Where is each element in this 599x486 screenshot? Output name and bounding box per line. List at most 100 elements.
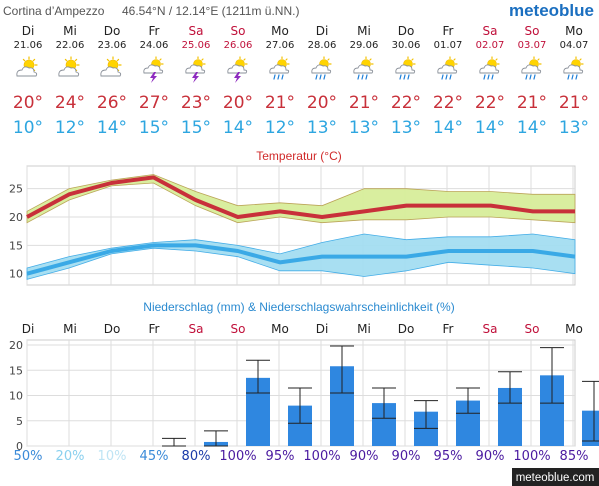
y-tick-label: 20: [9, 339, 23, 352]
day-column: Fr 01.07 22° 14°: [433, 24, 463, 138]
x-day-label: Mi: [63, 322, 77, 336]
day-columns: Di 21.06 20° 10° Mi 22.06 24° 12° Do 23.06 26° 14° F…: [13, 24, 589, 138]
day-date: 27.06: [266, 40, 295, 51]
precipitation-probability: 100%: [303, 449, 340, 464]
day-date: 23.06: [98, 40, 127, 51]
day-date: 28.06: [308, 40, 337, 51]
min-temperature: 10°: [13, 118, 43, 138]
precipitation-probability: 90%: [476, 449, 505, 464]
max-temperature: 20°: [13, 93, 43, 113]
day-name: Do: [398, 24, 415, 38]
day-name: Mo: [271, 24, 289, 38]
precipitation-probability: 100%: [219, 449, 256, 464]
day-date: 01.07: [434, 40, 463, 51]
day-column: Do 30.06 22° 13°: [391, 24, 421, 138]
max-temperature: 22°: [475, 93, 505, 113]
day-name: Mi: [63, 24, 77, 38]
max-temperature: 23°: [181, 93, 211, 113]
sun-cloud-rain-icon: [311, 56, 332, 80]
thunderstorm-icon: [185, 56, 206, 83]
precipitation-probability: 95%: [434, 449, 463, 464]
thunderstorm-icon: [227, 56, 248, 83]
precipitation-probability: 45%: [140, 449, 169, 464]
day-name: Mo: [565, 24, 583, 38]
sun-cloud-rain-icon: [521, 56, 542, 80]
y-tick-label: 15: [9, 239, 23, 252]
day-column: So 26.06 20° 14°: [223, 24, 253, 138]
y-tick-label: 5: [16, 415, 23, 428]
max-temperature-line: [26, 175, 575, 219]
sun-cloud-rain-icon: [437, 56, 458, 80]
max-temperature: 21°: [265, 93, 295, 113]
min-temperature: 14°: [97, 118, 127, 138]
x-day-label: Mo: [565, 322, 583, 336]
day-date: 29.06: [350, 40, 379, 51]
sun-cloud-rain-icon: [353, 56, 374, 80]
day-date: 02.07: [476, 40, 505, 51]
sun-cloud-rain-icon: [563, 56, 584, 80]
precipitation-bar: [582, 410, 599, 446]
sun-cloud-rain-icon: [479, 56, 500, 80]
min-temperature: 13°: [307, 118, 337, 138]
x-day-label: Fr: [443, 322, 454, 336]
x-day-label: Fr: [149, 322, 160, 336]
brand-logo[interactable]: meteoblue: [509, 1, 594, 20]
x-day-label: So: [231, 322, 246, 336]
precipitation-probability: 10%: [98, 449, 127, 464]
y-tick-label: 0: [16, 440, 23, 453]
precipitation-probability: 80%: [182, 449, 211, 464]
sun-cloud-icon: [16, 56, 38, 77]
min-temperature: 14°: [475, 118, 505, 138]
day-date: 24.06: [140, 40, 169, 51]
precipitation-probability: 50%: [14, 449, 43, 464]
precipitation-chart: Di Mi Do Fr Sa So Mo Di Mi Do Fr Sa So Mo 0 5 10 15 20 50% 2…: [9, 322, 599, 464]
location-title: Cortina d’Ampezzo: [3, 4, 105, 18]
day-date: 21.06: [14, 40, 43, 51]
sun-cloud-rain-icon: [269, 56, 290, 80]
x-day-label: Sa: [189, 322, 204, 336]
min-temperature: 14°: [433, 118, 463, 138]
day-column: Mi 22.06 24° 12°: [55, 24, 85, 138]
coordinates: 46.54°N / 12.14°E (1211m ü.NN.): [122, 4, 299, 18]
x-day-label: Di: [22, 322, 35, 336]
day-name: So: [231, 24, 246, 38]
day-date: 22.06: [56, 40, 85, 51]
day-name: Di: [316, 24, 329, 38]
day-date: 30.06: [392, 40, 421, 51]
min-temperature: 15°: [181, 118, 211, 138]
max-temperature: 24°: [55, 93, 85, 113]
day-column: Fr 24.06 27° 15°: [139, 24, 169, 138]
precipitation-chart-title: Niederschlag (mm) & Niederschlagswahrsch…: [143, 300, 454, 314]
day-date: 26.06: [224, 40, 253, 51]
day-date: 04.07: [560, 40, 589, 51]
day-column: So 03.07 21° 14°: [517, 24, 547, 138]
day-column: Mo 27.06 21° 12°: [265, 24, 295, 138]
footer-brand[interactable]: meteoblue.com: [516, 472, 595, 484]
sun-cloud-icon: [58, 56, 80, 77]
y-tick-label: 25: [9, 183, 23, 196]
precipitation-probability: 20%: [56, 449, 85, 464]
y-tick-label: 20: [9, 211, 23, 224]
max-temperature: 22°: [391, 93, 421, 113]
min-temperature: 12°: [55, 118, 85, 138]
x-day-label: So: [525, 322, 540, 336]
max-temperature: 21°: [517, 93, 547, 113]
precipitation-probability: 85%: [560, 449, 589, 464]
sun-cloud-rain-icon: [395, 56, 416, 80]
day-column: Mo 04.07 21° 13°: [559, 24, 589, 138]
y-tick-label: 10: [9, 390, 23, 403]
max-temperature: 26°: [97, 93, 127, 113]
precipitation-probability: 95%: [266, 449, 295, 464]
day-name: Fr: [443, 24, 454, 38]
max-temperature: 20°: [307, 93, 337, 113]
min-temperature: 13°: [349, 118, 379, 138]
footer-brand-bg: [512, 468, 599, 486]
min-temperature: 14°: [517, 118, 547, 138]
precipitation-probability: 90%: [392, 449, 421, 464]
day-column: Di 21.06 20° 10°: [13, 24, 43, 138]
x-day-label: Do: [398, 322, 415, 336]
day-column: Sa 25.06 23° 15°: [181, 24, 211, 138]
x-day-label: Sa: [483, 322, 498, 336]
day-name: Do: [104, 24, 121, 38]
